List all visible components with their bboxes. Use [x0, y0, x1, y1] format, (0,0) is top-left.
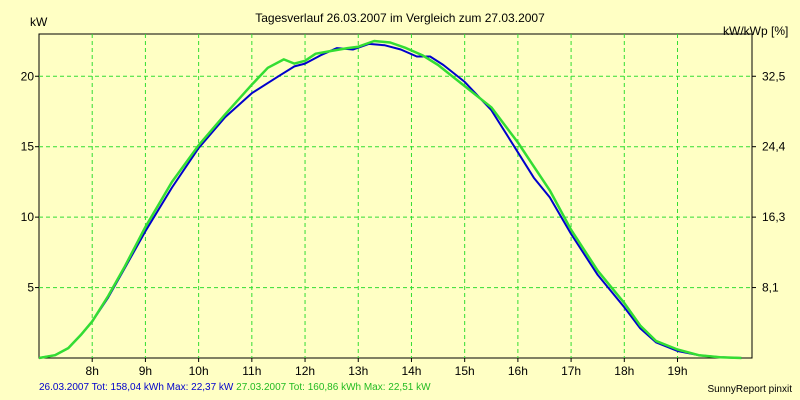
x-tick-label: 12h	[295, 364, 315, 378]
x-tick-label: 14h	[401, 364, 421, 378]
series2-stats: 27.03.2007 Tot: 160,86 kWh Max: 22,51 kW	[236, 382, 431, 393]
y-tick-label-left: 10	[21, 210, 35, 224]
y-axis-right-label: kW/kWp [%]	[723, 24, 788, 38]
x-tick-label: 8h	[86, 364, 99, 378]
y-tick-label-right: 8,1	[762, 281, 779, 295]
credit-label: SunnyReport pinxit	[707, 384, 793, 395]
series-line-2	[38, 39, 742, 360]
footer-stats: 26.03.2007 Tot: 158,04 kWh Max: 22,37 kW…	[39, 382, 431, 393]
x-tick-label: 10h	[189, 364, 209, 378]
grid	[39, 34, 752, 358]
chart-title: Tagesverlauf 26.03.2007 im Vergleich zum…	[255, 11, 545, 25]
x-tick-label: 18h	[614, 364, 634, 378]
x-tick-label: 9h	[139, 364, 152, 378]
x-tick-label: 15h	[455, 364, 475, 378]
y-tick-label-right: 24,4	[762, 140, 786, 154]
ticks-group: 8h 9h 10h 11h 12h 13h 14h 15h 16h 17h 18h 19h 5 8,1 10…	[21, 69, 786, 378]
x-tick-label: 19h	[667, 364, 687, 378]
y-tick-label-right: 32,5	[762, 69, 786, 83]
x-tick-label: 11h	[242, 364, 261, 378]
y-tick-label-left: 20	[21, 69, 35, 83]
plot-frame	[38, 33, 753, 359]
x-tick-label: 16h	[508, 364, 528, 378]
x-tick-label: 17h	[561, 364, 581, 378]
y-tick-label-left: 15	[21, 140, 35, 154]
series-group	[38, 39, 742, 360]
x-tick-label: 13h	[348, 364, 368, 378]
y-axis-left-label: kW	[30, 15, 48, 29]
y-tick-label-left: 5	[27, 281, 34, 295]
series1-stats: 26.03.2007 Tot: 158,04 kWh Max: 22,37 kW	[39, 382, 234, 393]
y-tick-label-right: 16,3	[762, 210, 786, 224]
